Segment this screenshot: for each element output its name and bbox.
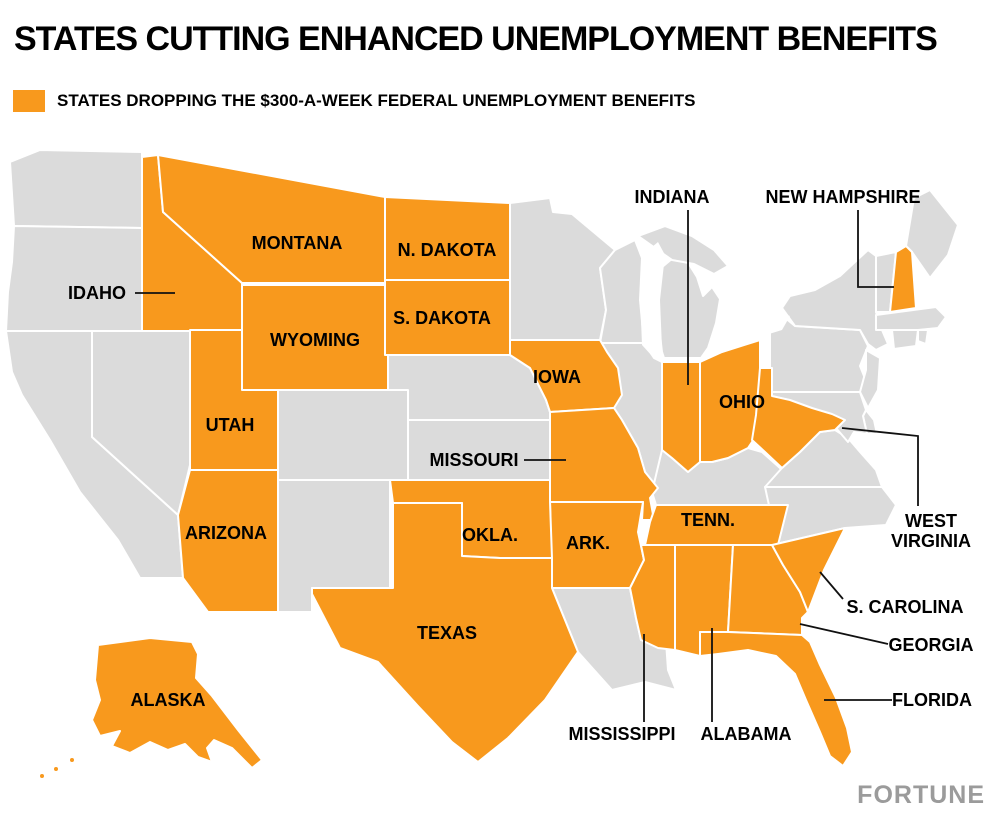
aleutian-island-icon (68, 756, 76, 764)
label-georgia: GEORGIA (888, 635, 973, 655)
label-new-hampshire: NEW HAMPSHIRE (765, 187, 920, 207)
leader-s-carolina (819, 571, 844, 600)
state-south-carolina (771, 527, 846, 613)
label-wyoming: WYOMING (270, 330, 360, 350)
state-indiana (661, 361, 701, 473)
page-title: STATES CUTTING ENHANCED UNEMPLOYMENT BEN… (14, 20, 938, 58)
label-s-carolina: S. CAROLINA (847, 597, 964, 617)
state-new-jersey (859, 349, 881, 409)
state-rhode-island (917, 329, 929, 345)
label-indiana: INDIANA (635, 187, 710, 207)
state-oregon (5, 225, 143, 332)
legend: STATES DROPPING THE $300-A-WEEK FEDERAL … (13, 90, 696, 112)
lake-michigan (640, 242, 665, 356)
state-west-virginia (751, 367, 846, 469)
state-new-hampshire (889, 245, 917, 313)
leader-west-virginia (841, 427, 919, 506)
label-alabama: ALABAMA (701, 724, 792, 744)
label-alaska: ALASKA (131, 690, 206, 710)
label-missouri: MISSOURI (429, 450, 518, 470)
label-west-virginia-line1: WEST (905, 511, 957, 531)
legend-swatch-icon (13, 90, 45, 112)
state-washington (9, 149, 143, 229)
aleutian-island-icon (38, 772, 46, 780)
label-mississippi: MISSISSIPPI (568, 724, 675, 744)
label-idaho: IDAHO (68, 283, 126, 303)
fortune-logo: FORTUNE (857, 781, 985, 809)
state-alaska (91, 637, 263, 769)
state-massachusetts (875, 306, 947, 331)
label-utah: UTAH (206, 415, 255, 435)
state-montana (157, 154, 386, 284)
state-connecticut (891, 329, 919, 350)
aleutian-island-icon (52, 765, 60, 773)
state-maine (905, 189, 959, 279)
label-west-virginia-line2: VIRGINIA (891, 531, 971, 551)
label-florida: FLORIDA (892, 690, 972, 710)
label-montana: MONTANA (252, 233, 343, 253)
state-north-dakota (384, 196, 511, 281)
state-florida (699, 631, 853, 767)
legend-label: STATES DROPPING THE $300-A-WEEK FEDERAL … (57, 91, 696, 110)
label-tenn: TENN. (681, 510, 735, 530)
leader-georgia (799, 623, 889, 645)
label-s-dakota: S. DAKOTA (393, 308, 491, 328)
label-arizona: ARIZONA (185, 523, 267, 543)
label-okla: OKLA. (462, 525, 518, 545)
label-n-dakota: N. DAKOTA (398, 240, 497, 260)
leader-new-hampshire (857, 210, 894, 288)
state-texas (311, 502, 579, 763)
label-texas: TEXAS (417, 623, 477, 643)
state-arizona (177, 469, 279, 613)
label-ark: ARK. (566, 533, 610, 553)
state-colorado (277, 389, 409, 481)
lake-erie (716, 310, 790, 346)
label-ohio: OHIO (719, 392, 765, 412)
label-iowa: IOWA (533, 367, 581, 387)
